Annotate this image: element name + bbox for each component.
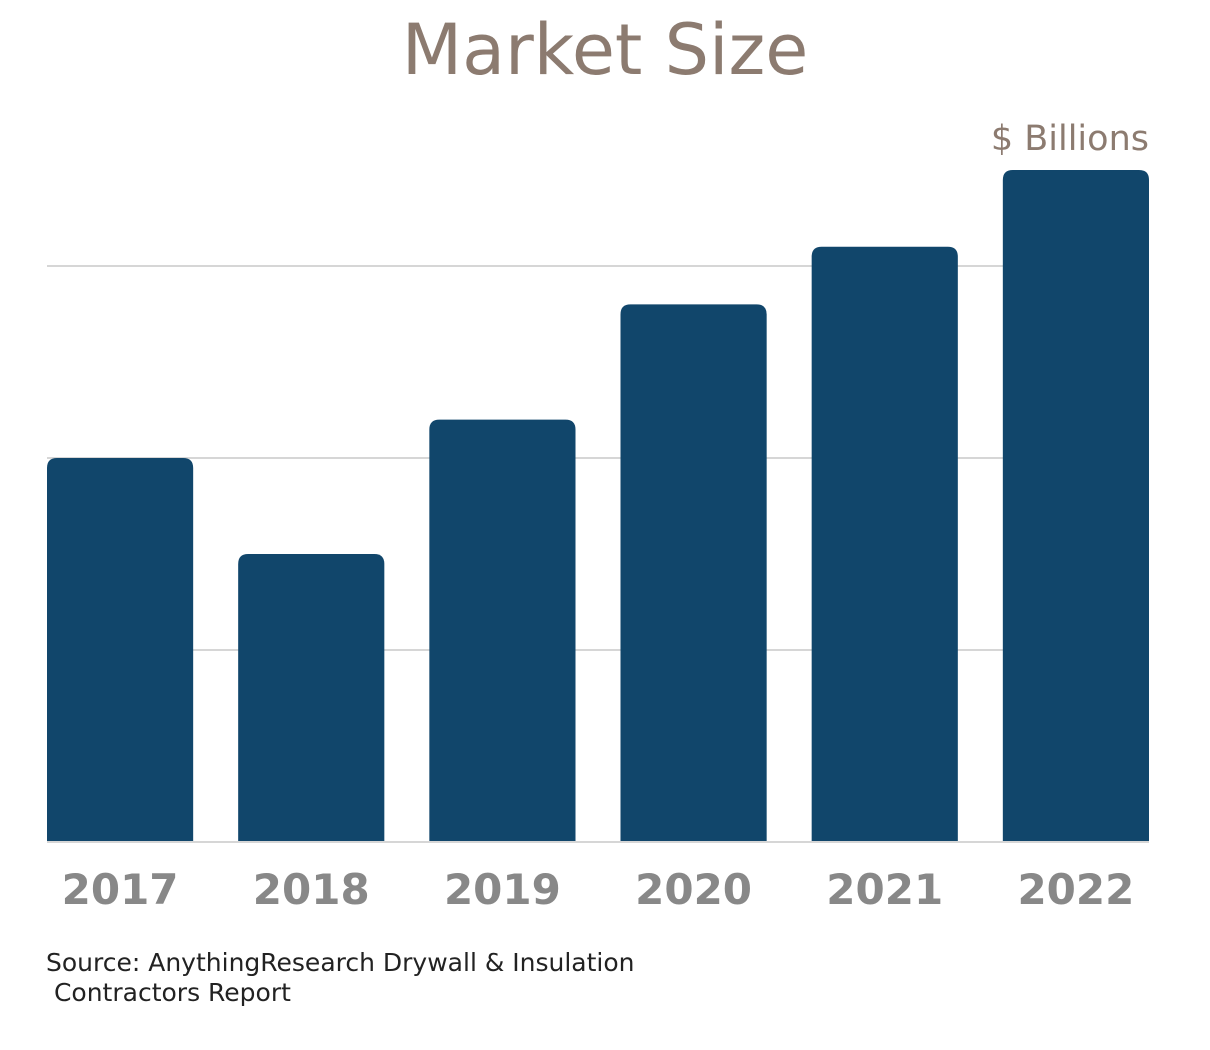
chart-title: Market Size [401, 9, 809, 91]
y-axis-unit-label: $ Billions [990, 119, 1149, 159]
bar-2022 [1002, 170, 1149, 842]
x-tick-label: 2021 [826, 865, 943, 914]
bar-2019 [429, 419, 576, 842]
bar-2021 [811, 246, 958, 843]
x-tick-label: 2020 [635, 865, 752, 914]
x-tick-label: 2018 [253, 865, 370, 914]
source-note: Source: AnythingResearch Drywall & Insul… [46, 948, 635, 1007]
x-tick-label: 2022 [1017, 865, 1134, 914]
bar-2020 [620, 304, 767, 842]
x-tick-label: 2019 [444, 865, 561, 914]
bar-2017 [47, 458, 194, 842]
bars [47, 170, 1149, 843]
gridlines [47, 265, 1149, 651]
x-tick-label: 2017 [62, 865, 179, 914]
x-axis: 2017 2018 2019 2020 2021 2022 [47, 841, 1149, 914]
bar-2018 [238, 554, 385, 842]
